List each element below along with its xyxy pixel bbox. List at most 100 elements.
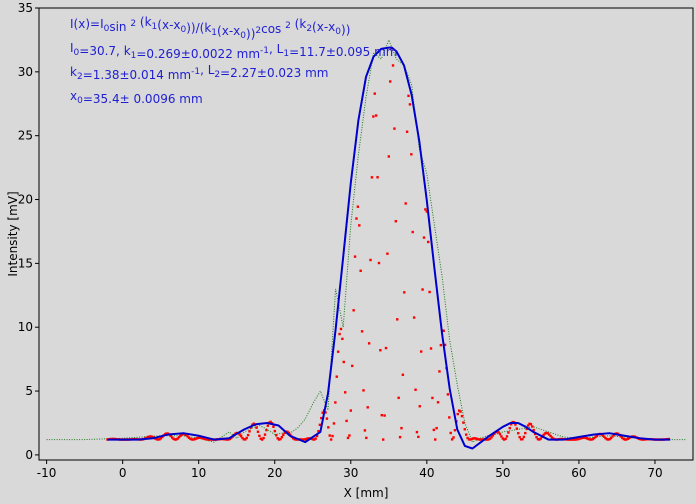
model-point	[457, 409, 461, 412]
model-point	[593, 436, 596, 440]
model-point	[246, 433, 250, 437]
model-point	[179, 434, 182, 437]
model-point	[148, 435, 151, 438]
model-point	[625, 438, 628, 441]
model-point	[155, 438, 158, 441]
model-point	[602, 435, 606, 438]
model-point	[414, 388, 417, 391]
model-point	[329, 438, 333, 441]
model-point	[276, 437, 279, 440]
y-tick-label: 15	[18, 256, 33, 270]
model-point	[621, 436, 624, 440]
y-tick-label: 20	[18, 193, 33, 207]
model-point	[421, 288, 424, 291]
model-point	[434, 438, 437, 441]
model-point	[581, 436, 585, 439]
model-point	[397, 396, 400, 400]
model-point	[446, 393, 450, 396]
model-point	[265, 428, 268, 432]
model-point	[207, 438, 210, 441]
model-point	[355, 217, 358, 220]
model-point	[273, 429, 277, 433]
model-point	[158, 438, 161, 441]
model-point	[244, 438, 247, 441]
model-point	[585, 437, 589, 440]
model-point	[532, 428, 535, 432]
model-point	[282, 433, 285, 436]
model-point	[456, 412, 459, 416]
model-point	[170, 436, 174, 439]
model-point	[432, 428, 436, 432]
model-point	[549, 434, 552, 438]
model-point	[263, 433, 267, 436]
model-point	[315, 434, 319, 438]
model-point	[502, 438, 506, 441]
model-point	[608, 437, 611, 441]
model-point	[576, 438, 579, 441]
model-point	[192, 438, 195, 441]
model-point	[605, 437, 609, 441]
model-point	[313, 438, 316, 441]
x-axis-ticks: -10 0 10 20 30 40 50 60 70	[37, 460, 663, 480]
model-point	[577, 437, 580, 441]
model-point	[321, 411, 324, 414]
model-point	[344, 391, 347, 394]
model-point	[366, 406, 369, 409]
series-layer	[46, 38, 686, 450]
model-point	[628, 436, 631, 440]
model-point	[376, 176, 379, 179]
model-point	[259, 437, 262, 440]
model-point	[505, 435, 509, 438]
model-point	[429, 347, 433, 350]
model-point	[318, 423, 322, 427]
model-point	[185, 433, 188, 437]
model-point	[300, 438, 303, 441]
model-point	[519, 438, 523, 441]
model-point	[204, 438, 208, 441]
fit-series	[107, 46, 671, 450]
model-point	[377, 261, 381, 265]
model-point	[491, 434, 495, 437]
model-point	[583, 436, 586, 439]
model-point	[517, 432, 520, 435]
model-point	[545, 431, 548, 435]
model-point	[604, 436, 607, 440]
model-point	[501, 437, 504, 440]
model-point	[591, 437, 595, 441]
model-point	[450, 438, 454, 441]
model-point	[508, 426, 512, 430]
model-point	[424, 208, 427, 211]
model-point	[307, 437, 310, 440]
model-point	[266, 424, 270, 427]
model-point	[279, 437, 282, 441]
model-point	[464, 433, 468, 436]
model-point	[584, 436, 587, 440]
model-point	[280, 435, 284, 439]
model-point	[346, 436, 350, 440]
y-tick-label: 0	[25, 448, 33, 462]
model-point	[405, 130, 409, 133]
model-point	[286, 430, 289, 433]
model-point	[317, 429, 320, 433]
model-point	[417, 435, 420, 439]
model-point	[411, 230, 414, 234]
model-point	[303, 438, 306, 441]
model-point	[262, 436, 265, 440]
x-tick-label: 60	[571, 466, 586, 480]
model-point	[488, 437, 492, 440]
model-point	[439, 343, 443, 347]
model-point	[301, 438, 305, 441]
model-point	[351, 364, 354, 368]
model-point	[528, 422, 531, 426]
model-point	[339, 327, 343, 331]
model-point	[487, 438, 490, 441]
model-point	[283, 431, 286, 434]
x-tick-label: 50	[495, 466, 510, 480]
model-point	[169, 434, 172, 438]
model-point	[248, 430, 251, 433]
model-point	[245, 436, 248, 440]
model-point	[277, 438, 281, 441]
model-point	[386, 252, 389, 255]
fit-params-line-3: x0=35.4± 0.0096 mm	[70, 89, 203, 106]
model-point	[203, 437, 206, 441]
